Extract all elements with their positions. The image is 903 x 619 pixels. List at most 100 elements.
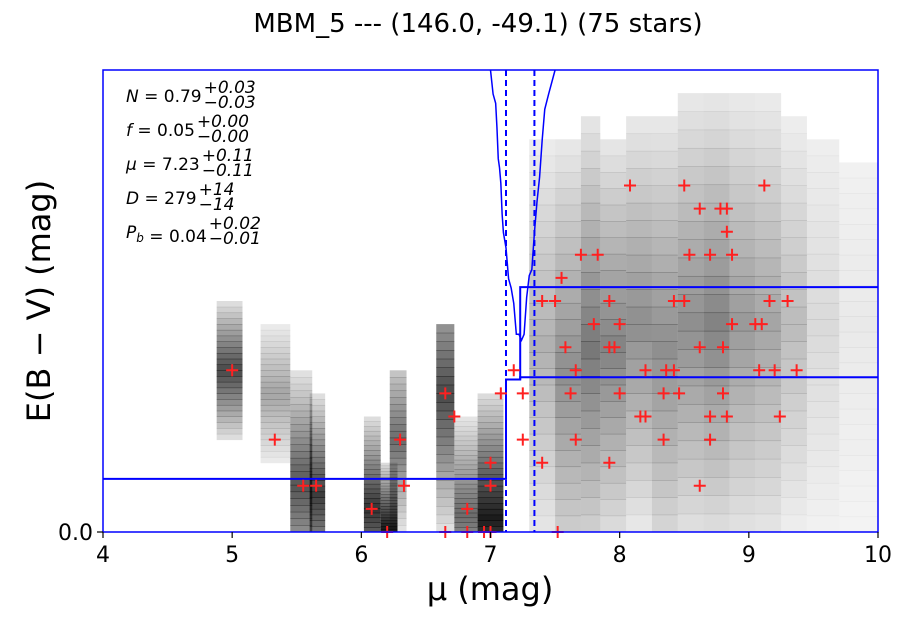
density-cell (781, 376, 807, 394)
density-cell (363, 426, 381, 432)
density-cell (380, 529, 398, 533)
density-cell (436, 471, 455, 481)
density-cell (626, 341, 652, 360)
density-cell (703, 403, 730, 423)
star-marker (755, 318, 768, 331)
density-cell (555, 204, 581, 222)
density-cell (555, 172, 581, 189)
density-cell (781, 116, 807, 135)
density-cell (651, 272, 678, 290)
density-cell (626, 185, 652, 204)
density-cell (755, 166, 782, 186)
density-cell (529, 286, 556, 304)
density-cell (309, 433, 326, 441)
star-marker (683, 248, 696, 261)
density-cell (626, 445, 652, 464)
x-tick-label: 9 (742, 543, 756, 568)
density-cell (677, 403, 704, 423)
density-cell (626, 116, 652, 135)
density-cell (309, 456, 326, 464)
density-cell (309, 399, 326, 406)
density-cell (260, 352, 291, 360)
density-cell (529, 352, 556, 369)
density-cell (454, 503, 478, 509)
density-cell (477, 491, 504, 498)
density-cell (389, 478, 407, 486)
x-tick-label: 6 (354, 543, 368, 568)
density-cell (436, 497, 455, 507)
density-cell (600, 204, 627, 222)
density-cell (677, 495, 704, 515)
star-marker (226, 364, 239, 377)
density-cell (600, 450, 627, 468)
density-cell (806, 139, 840, 157)
density-cell (436, 445, 455, 455)
density-cell (580, 341, 601, 360)
density-cell (260, 456, 291, 464)
stat-text: D = 279 (126, 189, 197, 209)
density-cell (703, 458, 730, 478)
density-cell (806, 450, 840, 468)
density-cell (781, 185, 807, 204)
density-cell (626, 376, 652, 394)
density-cell (781, 150, 807, 169)
density-cell (290, 390, 313, 398)
density-cell (839, 424, 878, 441)
density-cell (781, 220, 807, 238)
y-tick-label: 0.0 (58, 521, 93, 546)
density-cell (626, 324, 652, 342)
density-cell (380, 462, 398, 467)
stat-text: N = 0.79 (126, 87, 202, 107)
density-cell (380, 506, 398, 510)
density-cell (529, 499, 556, 517)
density-cell (309, 410, 326, 417)
stat-line: D = 279 +14−14 (126, 180, 234, 215)
density-cell (781, 428, 807, 446)
density-cell (309, 508, 326, 516)
density-cell (555, 286, 581, 304)
star-marker (639, 364, 652, 377)
density-cell (436, 324, 455, 334)
density-cell (216, 312, 243, 319)
density-cell (290, 377, 313, 385)
density-cell (729, 422, 756, 442)
density-cell (436, 454, 455, 464)
star-marker (790, 364, 803, 377)
density-cell (677, 221, 704, 240)
likelihood-curve (489, 69, 556, 343)
density-cell (260, 393, 291, 400)
density-cell (703, 93, 730, 112)
density-cell (703, 129, 730, 149)
density-cell (755, 458, 782, 478)
density-cell (781, 445, 807, 464)
density-cell (529, 188, 556, 206)
density-cell (363, 459, 381, 466)
density-cell (651, 168, 678, 186)
density-cell (781, 289, 807, 308)
density-cell (677, 202, 704, 222)
density-cell (555, 302, 581, 320)
density-cell (755, 330, 782, 350)
density-cell (806, 253, 840, 271)
density-cell (781, 462, 807, 481)
density-cell (729, 166, 756, 186)
density-cell (580, 116, 601, 135)
density-cell (755, 349, 782, 368)
density-cell (626, 133, 652, 152)
star-marker (603, 456, 616, 469)
density-cell (806, 204, 840, 222)
density-cell (454, 498, 478, 504)
density-cell (389, 397, 407, 405)
density-cell (600, 270, 627, 288)
star-marker (768, 364, 781, 377)
star-marker (461, 502, 474, 515)
density-cell (703, 184, 730, 204)
extinction-step-model (103, 376, 878, 480)
density-cell (580, 358, 601, 377)
density-cell (216, 306, 243, 314)
density-cell (806, 319, 840, 337)
density-cell (703, 257, 730, 277)
density-cell (454, 474, 478, 480)
density-cell (806, 221, 840, 238)
star-marker (704, 410, 717, 423)
